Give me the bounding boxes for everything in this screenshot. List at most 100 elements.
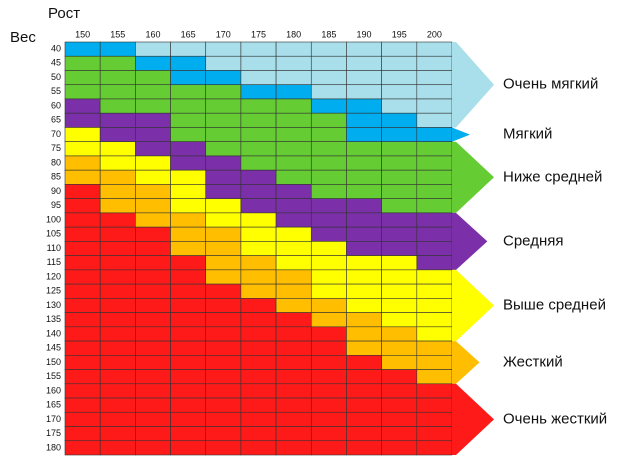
cell	[416, 112, 453, 128]
cell	[240, 283, 277, 299]
cell	[381, 84, 418, 100]
cell	[275, 212, 312, 228]
cell	[416, 212, 453, 228]
cell	[346, 84, 382, 100]
cell	[240, 70, 277, 86]
cell	[64, 312, 101, 328]
cell	[135, 169, 171, 185]
column-label: 200	[427, 29, 442, 39]
cell	[416, 312, 453, 328]
cell	[310, 241, 347, 256]
cell	[205, 369, 242, 385]
cell	[99, 198, 136, 214]
cell	[381, 198, 418, 214]
cell	[64, 340, 101, 356]
cell	[205, 283, 242, 299]
cell	[416, 255, 453, 271]
cell	[346, 127, 382, 142]
cell	[64, 226, 101, 242]
legend-arrow	[452, 141, 494, 213]
cell	[205, 383, 242, 399]
cell	[170, 383, 207, 399]
column-label: 170	[216, 29, 231, 39]
cell	[346, 397, 382, 413]
legend-arrow	[452, 269, 494, 342]
cell	[205, 226, 242, 242]
cell	[205, 112, 242, 128]
cell	[64, 355, 101, 370]
cell	[346, 198, 382, 214]
cell	[275, 440, 312, 456]
cell	[240, 383, 277, 399]
cell	[205, 340, 242, 356]
row-label: 110	[47, 243, 61, 253]
cell	[346, 70, 382, 86]
cell	[346, 212, 382, 228]
cell	[275, 198, 312, 214]
row-label: 105	[46, 229, 61, 239]
cell	[381, 112, 418, 128]
column-label: 195	[392, 29, 407, 39]
cell	[346, 269, 382, 285]
cell	[240, 255, 277, 271]
cell	[135, 98, 171, 114]
cell	[170, 355, 207, 370]
cell	[310, 255, 347, 271]
cell	[381, 411, 418, 427]
cell	[99, 340, 136, 356]
cell	[240, 141, 277, 157]
column-label: 150	[75, 29, 90, 39]
cell	[416, 70, 453, 86]
row-label: 50	[51, 72, 61, 82]
row-label: 40	[51, 43, 61, 53]
cell	[381, 355, 418, 370]
cell	[99, 298, 136, 313]
cell	[99, 397, 136, 413]
cell	[205, 426, 242, 442]
cell	[346, 340, 382, 356]
cell	[416, 298, 453, 313]
cell	[346, 41, 382, 57]
cell	[205, 55, 242, 71]
row-label: 125	[46, 286, 61, 296]
cell	[275, 155, 312, 171]
cell	[275, 255, 312, 271]
legend-arrow	[452, 212, 488, 270]
cell	[275, 112, 312, 128]
cell	[346, 383, 382, 399]
cell	[135, 298, 171, 313]
cell	[170, 198, 207, 214]
cell	[170, 169, 207, 185]
cell	[170, 369, 207, 385]
legend-label: Ниже средней	[503, 168, 602, 185]
cell	[135, 440, 171, 456]
cell	[205, 326, 242, 342]
cell	[205, 298, 242, 313]
cell	[64, 426, 101, 442]
cell	[381, 298, 418, 313]
cell	[346, 326, 382, 342]
cell	[135, 383, 171, 399]
cell	[240, 55, 277, 71]
row-label: 150	[46, 357, 61, 367]
cell	[416, 426, 453, 442]
cell	[170, 312, 207, 328]
cell	[275, 184, 312, 199]
row-label: 90	[51, 186, 61, 196]
cell	[205, 411, 242, 427]
cell	[310, 127, 347, 142]
cell	[135, 141, 171, 157]
cell	[170, 283, 207, 299]
cell	[99, 155, 136, 171]
cell	[99, 112, 136, 128]
cell	[240, 127, 277, 142]
row-label: 75	[51, 143, 61, 153]
cell	[381, 55, 418, 71]
cell	[416, 155, 453, 171]
cell	[170, 440, 207, 456]
row-label: 60	[51, 100, 61, 110]
cell	[240, 269, 277, 285]
cell	[275, 41, 312, 57]
cell	[416, 226, 453, 242]
